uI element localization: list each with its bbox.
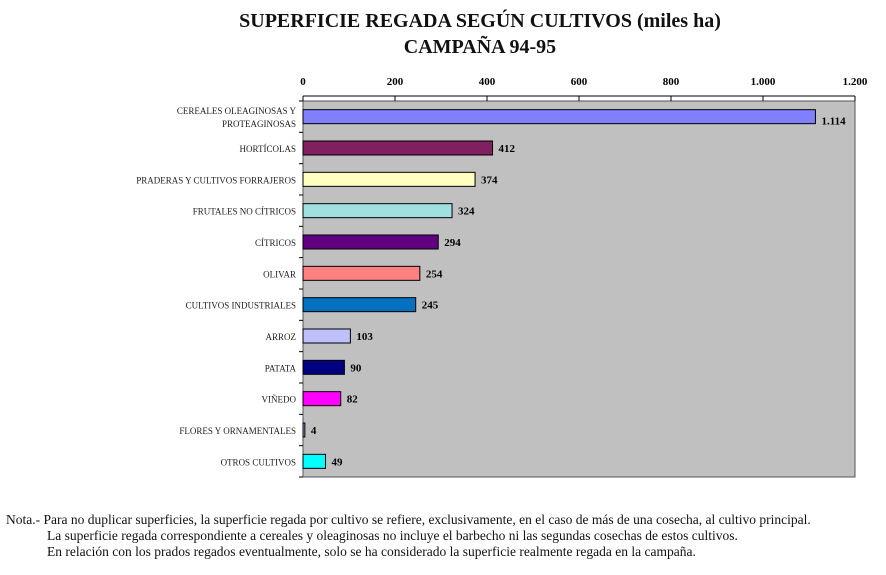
category-label: CÍTRICOS [255,238,296,248]
bar [302,328,351,344]
plot-area [302,100,856,478]
category-label: OLIVAR [263,269,296,279]
category-label: VIÑEDO [262,395,297,405]
bar [302,297,417,313]
data-label: 82 [347,394,359,406]
data-label: 4 [311,425,317,437]
note-line: Nota.- Para no duplicar superficies, la … [6,512,811,527]
x-tick-label: 1.200 [843,76,868,88]
category-label: ARROZ [265,332,296,342]
x-tick-label: 600 [571,76,588,88]
data-label: 49 [332,456,344,468]
data-label: 254 [426,268,443,280]
data-label: 1.114 [821,116,846,128]
data-label: 374 [481,174,498,186]
data-label: 324 [458,206,475,218]
data-label: 245 [422,300,439,312]
data-label: 294 [444,237,461,249]
x-tick-label: 800 [663,76,680,88]
footnote: Nota.- Para no duplicar superficies, la … [6,512,811,560]
category-label: FRUTALES NO CÍTRICOS [193,207,296,217]
x-tick-label: 200 [387,76,404,88]
category-label: PRADERAS Y CULTIVOS FORRAJEROS [136,175,296,185]
category-label: CULTIVOS INDUSTRIALES [186,301,296,311]
chart-title: SUPERFICIE REGADA SEGÚN CULTIVOS (miles … [239,10,721,32]
note-line: En relación con los prados regados event… [47,544,696,559]
category-label: PATATA [265,363,297,373]
category-label: HORTÍCOLAS [240,144,296,154]
data-label: 90 [350,362,362,374]
bar [302,265,421,281]
x-tick-label: 1.000 [751,76,776,88]
bar [302,453,327,469]
bar [302,422,306,438]
bar [302,109,816,125]
bar-chart: 0 200 400 600 800 1.000 1.200 1.114 CEREALES OLE… [136,76,868,478]
bar [302,140,494,156]
category-label: CEREALES OLEAGINOSAS Y [177,106,297,116]
category-label: PROTEAGINOSAS [222,119,296,129]
x-tick-label: 0 [300,76,306,88]
data-label: 412 [499,143,516,155]
chart-subtitle: CAMPAÑA 94-95 [403,36,557,58]
bar [302,234,439,250]
bar [302,359,345,375]
note-line: La superficie regada correspondiente a c… [47,528,738,543]
bar [302,203,453,219]
category-label: OTROS CULTIVOS [221,457,296,467]
category-label: FLORES Y ORNAMENTALES [179,426,296,436]
bar [302,391,342,407]
bar [302,171,476,187]
data-label: 103 [356,331,373,343]
x-tick-label: 400 [479,76,496,88]
